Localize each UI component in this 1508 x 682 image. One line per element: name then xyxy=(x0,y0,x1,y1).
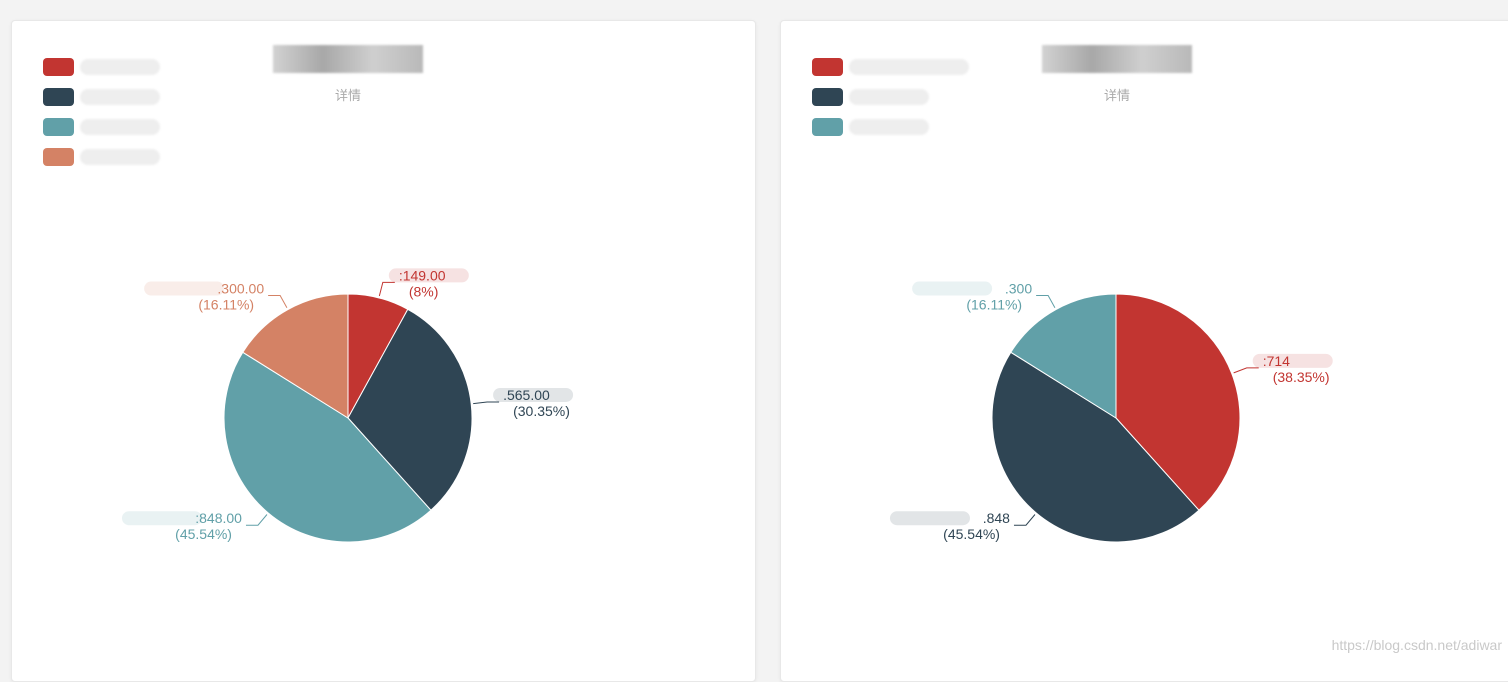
legend-item[interactable] xyxy=(812,52,969,82)
chart-title xyxy=(1042,45,1192,73)
slice-percent-label: (16.11%) xyxy=(966,297,1022,313)
chart-title-block: 详情 xyxy=(1017,45,1217,104)
legend-item[interactable] xyxy=(43,82,160,112)
legend-item[interactable] xyxy=(43,52,160,82)
pie-slice[interactable] xyxy=(242,293,349,419)
slice-percent-label: (8%) xyxy=(409,283,439,299)
chart-title-block: 详情 xyxy=(248,45,448,104)
slice-label-line xyxy=(378,281,395,297)
chart-subtitle-link[interactable]: 详情 xyxy=(1103,88,1130,103)
legend-swatch xyxy=(43,88,74,106)
pie-chart-card: 详情 :149.00 (8%) .565.00 (30.35%) :848.00 (45.… xyxy=(11,20,756,682)
legend-swatch xyxy=(812,118,843,136)
legend-label xyxy=(80,119,160,135)
pie-slice[interactable] xyxy=(1010,293,1117,419)
slice-label-line xyxy=(245,514,268,526)
slice-value-label: .848 xyxy=(983,510,1010,526)
legend-label xyxy=(80,59,160,75)
slice-value-label: .300.00 xyxy=(217,281,264,297)
slice-label-blur xyxy=(121,511,202,526)
slice-value-label: .565.00 xyxy=(503,387,550,403)
slice-value-label: :714 xyxy=(1263,353,1290,369)
legend-item[interactable] xyxy=(43,142,160,172)
slice-percent-label: (16.11%) xyxy=(198,297,254,313)
legend-item[interactable] xyxy=(812,82,969,112)
slice-percent-label: (45.54%) xyxy=(943,526,1000,542)
slice-value-label: :848.00 xyxy=(195,510,242,526)
slice-label-blur xyxy=(889,511,970,526)
chart-subtitle-link[interactable]: 详情 xyxy=(334,88,361,103)
slice-label-blur xyxy=(144,281,225,296)
slice-label-line xyxy=(1233,367,1259,374)
pie-chart-card: 详情 :714 (38.35%) .848 (45.54%) .300 (16.11%) xyxy=(780,20,1508,682)
legend-label xyxy=(849,59,969,75)
legend-item[interactable] xyxy=(812,112,969,142)
pie-slice[interactable] xyxy=(991,351,1200,543)
slice-label-line xyxy=(473,401,500,405)
legend-swatch xyxy=(43,58,74,76)
slice-value-label: :149.00 xyxy=(399,267,446,283)
watermark-text: https://blog.csdn.net/adiwar xyxy=(1331,637,1502,653)
legend-swatch xyxy=(812,58,843,76)
slice-label-line xyxy=(268,295,288,309)
slice-label-line xyxy=(1013,514,1036,526)
pie-slice[interactable] xyxy=(347,308,473,511)
chart-legend xyxy=(43,52,160,172)
legend-item[interactable] xyxy=(43,112,160,142)
pie-slice[interactable] xyxy=(223,351,432,543)
slice-label-blur xyxy=(912,281,993,296)
slice-percent-label: (38.35%) xyxy=(1273,369,1330,385)
legend-swatch xyxy=(43,118,74,136)
slice-label-blur xyxy=(1252,353,1333,368)
slice-percent-label: (45.54%) xyxy=(175,526,232,542)
slice-label-line xyxy=(1036,295,1056,309)
pie-chart: :149.00(8%) .565.00(30.35%) :848.00(45.54%… xyxy=(121,267,574,543)
legend-label xyxy=(849,119,929,135)
slice-label-blur xyxy=(493,387,574,402)
legend-swatch xyxy=(812,88,843,106)
legend-label xyxy=(80,149,160,165)
slice-value-label: .300 xyxy=(1005,281,1032,297)
legend-label xyxy=(849,89,929,105)
legend-swatch xyxy=(43,148,74,166)
slice-percent-label: (30.35%) xyxy=(513,403,570,419)
chart-title xyxy=(273,45,423,73)
slice-label-blur xyxy=(388,268,469,283)
legend-label xyxy=(80,89,160,105)
pie-slice[interactable] xyxy=(1115,293,1241,511)
chart-legend xyxy=(812,52,969,142)
pie-chart: :714(38.35%) .848(45.54%) .300(16.11%) xyxy=(889,281,1333,543)
